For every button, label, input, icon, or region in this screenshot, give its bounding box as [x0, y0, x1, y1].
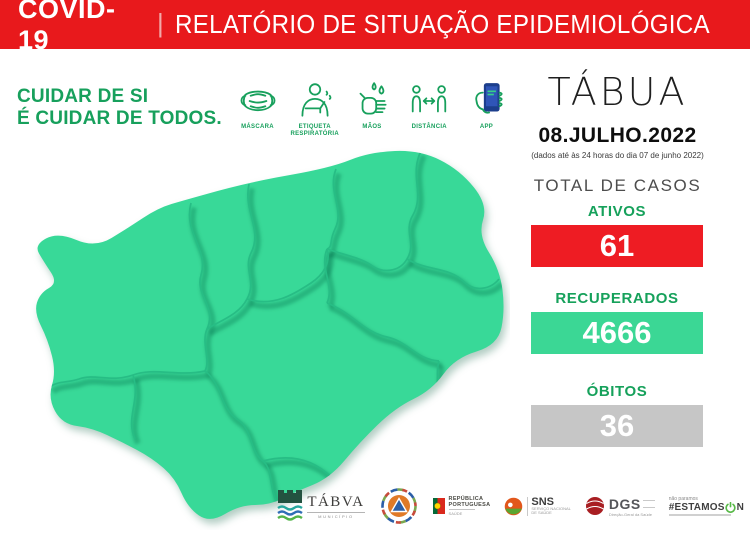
power-button-icon: [725, 501, 736, 513]
republic-logo-subtitle: SAÚDE: [448, 509, 475, 516]
sns-logo-sub2: DE SAÚDE: [531, 510, 552, 515]
data-cutoff-note: (dados até às 24 horas do dia 07 de junh…: [531, 151, 704, 160]
mask-icon: [240, 90, 275, 112]
municipality-map-svg: [36, 150, 510, 519]
sns-logo: SNS SERVIÇO NACIONAL DE SAÚDE: [504, 495, 571, 516]
tabua-shield-icon: [277, 490, 304, 521]
banner-separator: |: [157, 8, 164, 38]
estamoson-hashtag: #ESTAMOS: [668, 501, 725, 513]
prevention-icons-row: MÁSCARA ETIQUETA RESPIRATÓRIA MÃOS: [231, 80, 513, 138]
prevention-item-distance: DISTÂNCIA: [403, 80, 456, 138]
republic-logo-line2: PORTUGUESA: [448, 501, 491, 508]
tabua-municipality-logo: TÁBVA MUNICÍPIO: [277, 489, 365, 523]
municipality-name: TÁBUA: [547, 70, 688, 114]
deaths-label: ÓBITOS: [586, 383, 648, 400]
estamoson-microtext-bar: [668, 514, 731, 517]
slogan-line-2: É CUIDAR DE TODOS.: [17, 108, 222, 129]
prevention-icon-label: APP: [479, 124, 494, 130]
prevention-item-mask: MÁSCARA: [231, 80, 284, 138]
banner-title: COVID-19: [18, 0, 116, 55]
prevention-item-hands: MÃOS: [346, 80, 399, 138]
municipality-map: [5, 145, 510, 530]
estamoson-logo: não paramos #ESTAMOS N: [668, 495, 744, 517]
prevention-icon-label: MÃOS: [362, 124, 382, 130]
estamoson-suffix: N: [736, 501, 744, 513]
total-cases-heading: TOTAL DE CASOS: [533, 176, 702, 195]
tabua-logo-name: TÁBVA: [307, 493, 365, 510]
banner-subtitle: RELATÓRIO DE SITUAÇÃO EPIDEMIOLÓGICA: [174, 9, 710, 39]
slogan: CUIDAR DE SI É CUIDAR DE TODOS.: [17, 86, 222, 130]
respiratory-etiquette-icon: [301, 83, 332, 117]
report-date: 08.JULHO.2022: [538, 124, 697, 147]
active-cases-value: 61: [531, 225, 703, 267]
estamoson-tagline: não paramos: [668, 495, 698, 502]
dgs-sphere-icon: [585, 497, 604, 515]
statistics-panel: TÁBUA 08.JULHO.2022 (dados até às 24 hor…: [520, 72, 715, 462]
hand-washing-icon: [359, 82, 387, 115]
distancing-icon: [412, 85, 447, 113]
dgs-logo-subtitle: Direção-Geral da Saúde: [608, 511, 652, 517]
prevention-icon-label: DISTÂNCIA: [411, 124, 447, 130]
deaths-stat: ÓBITOS 36: [531, 383, 703, 447]
sns-logo-abbr: SNS: [531, 495, 554, 508]
banner: COVID-19 | RELATÓRIO DE SITUAÇÃO EPIDEMI…: [0, 0, 750, 55]
portugal-flag-icon: [432, 498, 445, 514]
civil-protection-logo: [379, 486, 419, 526]
covid-app-icon: [474, 83, 503, 114]
dgs-logo-marks: [642, 499, 655, 508]
active-cases-label: ATIVOS: [587, 203, 647, 220]
active-cases-stat: ATIVOS 61: [531, 203, 703, 267]
portuguese-republic-logo: REPÚBLICA PORTUGUESA SAÚDE: [432, 495, 491, 516]
sns-sphere-icon: [505, 497, 523, 515]
prevention-item-etiquette: ETIQUETA RESPIRATÓRIA: [288, 80, 341, 138]
dgs-logo: DGS Direção-Geral da Saúde: [585, 496, 655, 517]
dgs-logo-abbr: DGS: [608, 495, 641, 512]
prevention-icon-label: ETIQUETA RESPIRATÓRIA: [290, 124, 339, 137]
recovered-cases-stat: RECUPERADOS 4666: [531, 290, 703, 354]
republic-logo-line1: REPÚBLICA: [448, 495, 484, 502]
deaths-value: 36: [531, 405, 703, 447]
recovered-cases-label: RECUPERADOS: [555, 290, 679, 307]
recovered-cases-value: 4666: [531, 312, 703, 354]
slogan-line-1: CUIDAR DE SI: [17, 86, 149, 107]
prevention-item-app: APP: [460, 80, 513, 138]
civil-protection-emblem-icon: [380, 488, 417, 524]
prevention-icon-label: MÁSCARA: [241, 124, 274, 130]
tabua-logo-subtitle: MUNICÍPIO: [307, 511, 365, 519]
sns-logo-sub1: SERVIÇO NACIONAL: [531, 505, 571, 511]
footer-logos: TÁBVA MUNICÍPIO REPÚBLICA PORTUGUESA SAÚ…: [277, 485, 744, 527]
